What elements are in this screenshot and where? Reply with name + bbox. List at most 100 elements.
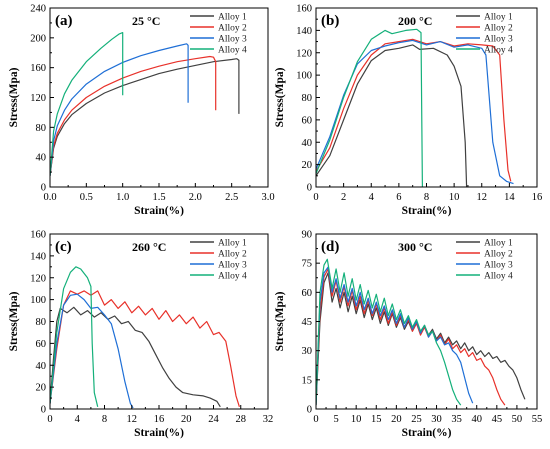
y-tick-label: 240	[30, 4, 46, 15]
x-tick-label: 2.5	[225, 192, 238, 203]
y-axis-title: Stress(Mpa)	[8, 67, 20, 127]
x-tick-label: 55	[532, 414, 543, 425]
series-group	[50, 266, 240, 409]
legend-entry: Alloy 1	[218, 13, 247, 23]
x-tick-label: 24	[208, 414, 219, 425]
panel-label: (b)	[321, 13, 339, 29]
y-tick-label: 140	[296, 26, 312, 37]
y-axis-title: Stress(Mpa)	[274, 291, 286, 351]
y-tick-label: 40	[36, 153, 47, 164]
y-tick-label: 75	[302, 259, 313, 270]
legend-entry: Alloy 2	[484, 250, 513, 260]
panel-label: (c)	[55, 239, 72, 255]
series-line-alloy-3	[50, 43, 189, 176]
y-axis-title: Stress(Mpa)	[274, 67, 286, 127]
series-line-alloy-4	[316, 258, 462, 406]
panel-b: 0 2 4 6 8 10 12 14 16020406080100120140160Strain…	[274, 4, 542, 218]
x-tick-label: 8	[102, 414, 107, 425]
panel-a: 0.0 0.5 1.0 1.5 2.0 2.5 3.0 0 40 80 120 160 200 240 St…	[8, 4, 275, 218]
panel-label: (d)	[321, 239, 339, 255]
y-tick-label: 120	[296, 48, 312, 59]
x-tick-label: 30	[431, 414, 442, 425]
y-tick-label: 140	[30, 251, 46, 262]
x-tick-label: 20	[391, 414, 402, 425]
y-tick-label: 15	[302, 375, 313, 386]
y-tick-label: 40	[302, 138, 313, 149]
legend-entry: Alloy 1	[484, 13, 513, 23]
y-tick-label: 60	[302, 115, 313, 126]
legend-entry: Alloy 4	[484, 272, 513, 282]
temperature-label: 260 °C	[132, 240, 166, 254]
x-tick-label: 14	[504, 192, 515, 203]
x-tick-label: 45	[492, 414, 503, 425]
x-tick-label: 32	[263, 414, 274, 425]
series-line-alloy-3	[316, 39, 514, 185]
x-tick-label: 16	[154, 414, 165, 425]
legend-entry: Alloy 2	[218, 24, 247, 34]
legend-entry: Alloy 1	[218, 239, 247, 249]
series-line-alloy-4	[316, 28, 423, 187]
y-tick-label: 0	[41, 183, 46, 194]
y-tick-label: 20	[302, 160, 313, 171]
x-tick-label: 20	[181, 414, 192, 425]
x-axis-title: Strain(%)	[402, 205, 452, 217]
panel-d: 0 5 10 15 20 25 30 35 40 45 50 55 0 15 30 45 60 75 90 Strai…	[274, 230, 542, 440]
series-line-alloy-2	[316, 268, 506, 406]
x-axis-title: Strain(%)	[134, 427, 184, 439]
x-tick-label: 8	[424, 192, 429, 203]
y-tick-label: 90	[302, 230, 313, 241]
legend-entry: Alloy 3	[218, 261, 247, 271]
y-tick-label: 80	[302, 93, 313, 104]
x-tick-label: 12	[127, 414, 138, 425]
y-tick-label: 120	[30, 93, 46, 104]
temperature-label: 300 °C	[398, 240, 432, 254]
legend-entry: Alloy 2	[484, 24, 513, 34]
x-tick-label: 2.0	[189, 192, 202, 203]
y-tick-label: 45	[302, 317, 313, 328]
y-tick-label: 160	[296, 4, 312, 15]
x-tick-label: 5	[333, 414, 338, 425]
y-tick-label: 80	[36, 123, 47, 134]
x-axis-title: Strain(%)	[134, 205, 184, 217]
x-tick-label: 12	[477, 192, 488, 203]
x-tick-label: 0	[313, 414, 318, 425]
x-tick-label: 4	[75, 414, 81, 425]
x-tick-label: 10	[351, 414, 362, 425]
x-tick-label: 25	[411, 414, 422, 425]
y-tick-label: 60	[36, 339, 47, 350]
x-tick-label: 50	[512, 414, 523, 425]
series-line-alloy-4	[50, 32, 124, 176]
x-tick-label: 35	[451, 414, 462, 425]
x-tick-label: 4	[369, 192, 375, 203]
legend-entry: Alloy 2	[218, 250, 247, 260]
y-tick-label: 40	[36, 361, 47, 372]
x-tick-label: 3.0	[261, 192, 274, 203]
y-tick-label: 160	[30, 63, 46, 74]
x-tick-label: 0.5	[80, 192, 93, 203]
series-line-alloy-2	[316, 38, 512, 182]
series-line-alloy-2	[50, 55, 217, 176]
x-tick-label: 28	[236, 414, 247, 425]
series-line-alloy-3	[50, 293, 134, 409]
x-tick-label: 0	[47, 414, 52, 425]
y-tick-label: 0	[307, 405, 312, 416]
series-line-alloy-3	[316, 266, 474, 406]
series-line-alloy-4	[50, 266, 99, 407]
x-tick-label: 0	[313, 192, 318, 203]
legend-entry: Alloy 3	[218, 35, 247, 45]
series-line-alloy-1	[50, 306, 221, 408]
x-tick-label: 2	[341, 192, 346, 203]
panel-label: (a)	[55, 13, 73, 29]
series-group	[50, 32, 240, 176]
series-line-alloy-1	[50, 58, 240, 176]
x-tick-label: 10	[449, 192, 460, 203]
x-axis-title: Strain(%)	[402, 427, 452, 439]
x-tick-label: 1.0	[116, 192, 129, 203]
legend-entry: Alloy 4	[484, 46, 513, 56]
series-line-alloy-2	[50, 290, 240, 407]
temperature-label: 25 °C	[132, 14, 160, 28]
